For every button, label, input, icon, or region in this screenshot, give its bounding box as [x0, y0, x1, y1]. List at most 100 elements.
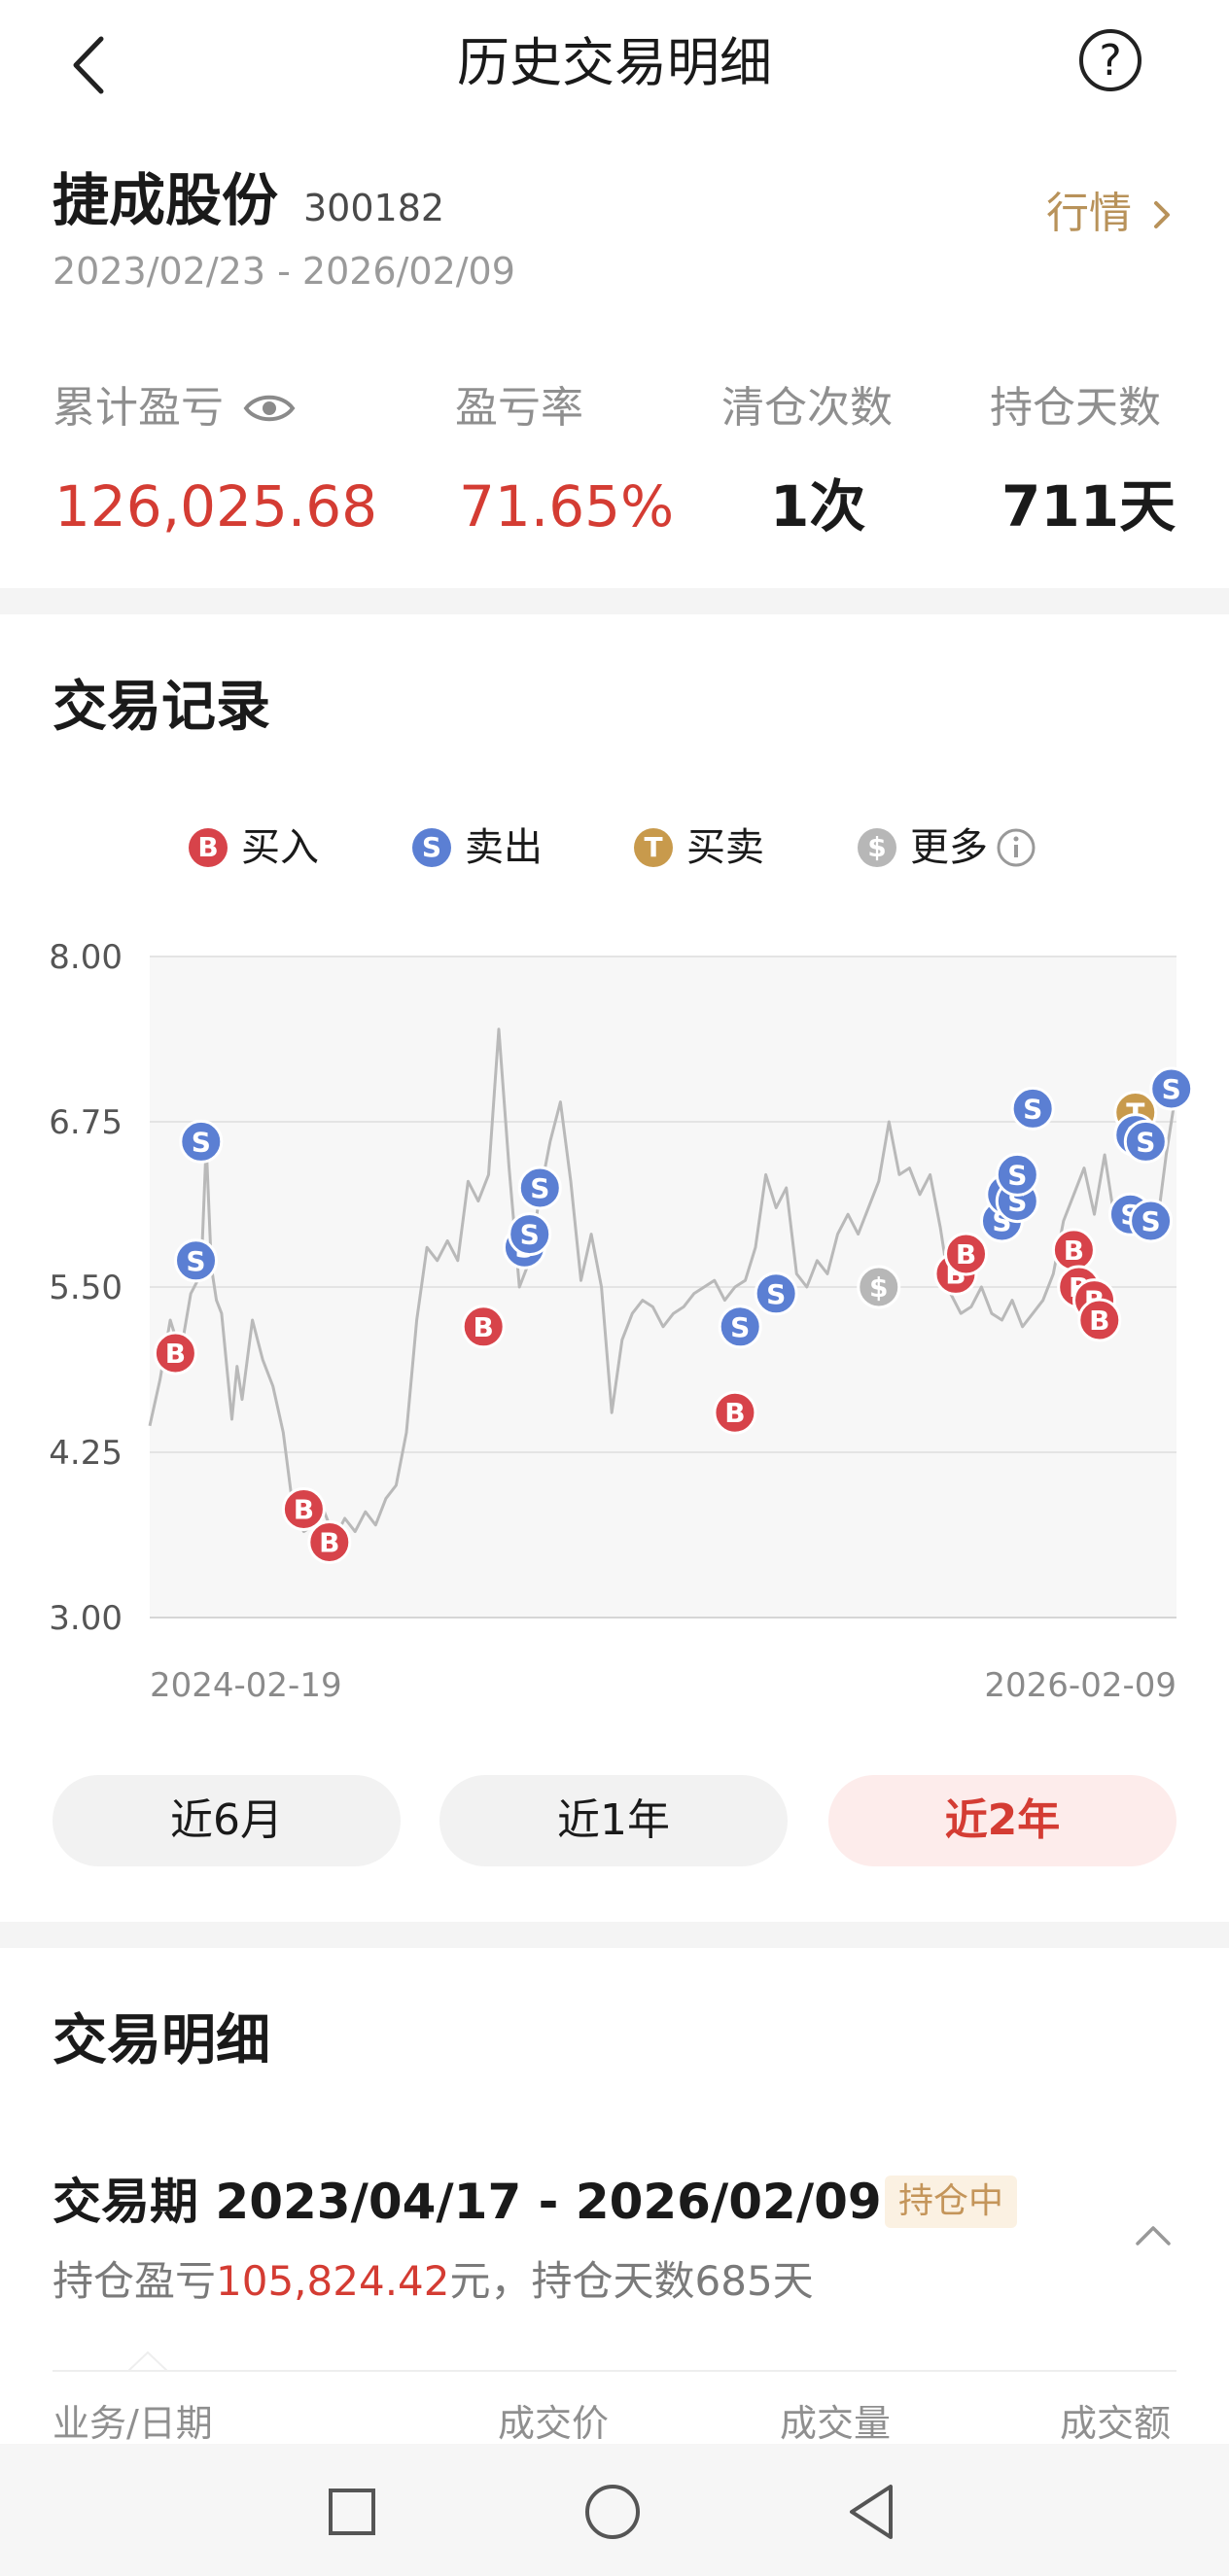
x-tick-label: 2026-02-09 — [984, 1666, 1176, 1699]
stat-label-total-pnl: 累计盈亏 — [53, 379, 296, 437]
summary-prefix: 持仓盈亏 — [53, 2257, 217, 2305]
sell-marker — [1149, 1066, 1194, 1111]
legend-buy: B 买入 — [189, 822, 319, 873]
y-tick-label: 4.25 — [49, 1434, 123, 1473]
sell-marker-label: S — [1141, 1205, 1161, 1237]
buy-marker — [281, 1486, 326, 1531]
legend-more[interactable]: $ 更多 — [858, 822, 1036, 873]
buy-marker — [944, 1232, 989, 1276]
help-icon[interactable]: ? — [1079, 29, 1141, 91]
buy-marker — [461, 1305, 506, 1349]
stat-value-clear-count: 1次 — [770, 473, 866, 540]
col-header-price: 成交价 — [498, 2402, 610, 2445]
col-header-amount: 成交额 — [1060, 2402, 1172, 2445]
status-badge: 持仓中 — [885, 2176, 1018, 2228]
circle-icon[interactable] — [581, 2481, 644, 2543]
y-tick-label: 6.75 — [49, 1103, 123, 1142]
chevron-left-icon[interactable] — [66, 31, 115, 99]
summary-value: 105,824.42 — [216, 2257, 450, 2305]
y-tick-label: 5.50 — [49, 1269, 123, 1307]
summary-card — [0, 131, 1229, 588]
divider — [53, 2370, 1176, 2372]
page-title: 历史交易明细 — [457, 32, 772, 93]
period-1y[interactable]: 近1年 — [439, 1775, 788, 1866]
legend-sell: S 卖出 — [412, 822, 543, 873]
buy-marker-label: B — [319, 1526, 339, 1558]
eye-icon[interactable] — [243, 391, 296, 426]
col-header-volume: 成交量 — [780, 2402, 892, 2445]
y-tick-label: 8.00 — [49, 938, 123, 977]
trade-period-title: 交易期 2023/04/17 - 2026/02/09 — [53, 2174, 882, 2230]
legend-trade-label: 买卖 — [686, 825, 764, 870]
x-tick-label: 2024-02-19 — [150, 1666, 342, 1699]
sell-marker-label: S — [192, 1126, 211, 1158]
sell-marker — [995, 1152, 1039, 1197]
sell-badge-icon: S — [412, 828, 451, 867]
legend-sell-label: 卖出 — [465, 825, 543, 870]
legend-trade: T 买卖 — [634, 822, 764, 873]
buy-marker-label: B — [1089, 1305, 1109, 1337]
sell-marker-label: S — [1007, 1159, 1027, 1191]
section-title-records: 交易记录 — [53, 676, 270, 739]
sell-marker — [179, 1119, 224, 1164]
market-link-label: 行情 — [1046, 189, 1132, 238]
pointer-notch — [128, 2350, 167, 2372]
more-marker — [857, 1265, 901, 1309]
stat-label-clear-count: 清仓次数 — [721, 383, 893, 433]
sell-marker — [1123, 1119, 1168, 1164]
period-2y[interactable]: 近2年 — [828, 1775, 1176, 1866]
buy-marker-label: B — [294, 1493, 314, 1525]
y-tick-label: 3.00 — [49, 1599, 123, 1638]
more-badge-icon: $ — [858, 828, 896, 867]
sell-marker — [508, 1212, 552, 1257]
sell-marker — [1129, 1199, 1174, 1243]
sell-marker-label: S — [1136, 1126, 1155, 1158]
legend-buy-label: 买入 — [241, 825, 319, 870]
buy-marker-label: B — [1064, 1235, 1084, 1267]
trade-period-summary: 持仓盈亏105,824.42元，持仓天数685天 — [53, 2253, 814, 2310]
info-icon[interactable] — [996, 827, 1036, 868]
legend-more-label: 更多 — [910, 825, 988, 870]
sell-marker — [718, 1305, 762, 1349]
sell-marker — [1010, 1086, 1055, 1131]
sell-marker-label: S — [186, 1245, 205, 1277]
buy-marker-label: B — [724, 1397, 745, 1429]
sell-marker-label: S — [766, 1278, 786, 1310]
app-header — [0, 0, 1229, 131]
buy-marker-label: B — [165, 1338, 186, 1370]
buy-marker — [1077, 1298, 1122, 1342]
sell-marker — [754, 1271, 798, 1316]
sell-marker — [517, 1166, 562, 1210]
system-nav-bar — [0, 2444, 1229, 2576]
stat-label-pnl-rate: 盈亏率 — [455, 383, 583, 433]
stat-label-hold-days: 持仓天数 — [990, 383, 1161, 433]
summary-suffix: 元，持仓天数685天 — [449, 2257, 814, 2305]
sell-marker — [174, 1238, 219, 1283]
buy-badge-icon: B — [189, 828, 228, 867]
stock-code: 300182 — [303, 187, 445, 229]
sell-marker-label: S — [1162, 1073, 1181, 1105]
section-title-detail: 交易明细 — [53, 2009, 270, 2072]
col-header-date: 业务/日期 — [53, 2402, 213, 2445]
stat-value-pnl-rate: 71.65% — [459, 473, 675, 540]
buy-marker — [713, 1390, 757, 1435]
sell-marker-label: S — [530, 1172, 549, 1204]
stat-value-total-pnl: 126,025.68 — [54, 473, 378, 540]
triangle-back-icon[interactable] — [842, 2481, 904, 2543]
trade-badge-icon: T — [634, 828, 673, 867]
market-link[interactable]: 行情 — [1046, 185, 1173, 243]
period-6m[interactable]: 近6月 — [53, 1775, 401, 1866]
price-chart[interactable]: 8.00 6.75 5.50 4.25 3.00 2024-02-19 2026-02-09… — [39, 931, 1215, 1699]
sell-marker-label: S — [1023, 1093, 1042, 1125]
stat-value-hold-days: 711天 — [1001, 473, 1176, 540]
buy-marker — [307, 1519, 352, 1564]
buy-marker — [153, 1331, 197, 1375]
date-range: 2023/02/23 - 2026/02/09 — [53, 250, 515, 293]
more-marker-label: $ — [869, 1271, 888, 1304]
square-icon[interactable] — [321, 2481, 383, 2543]
stock-name: 捷成股份 — [53, 167, 279, 233]
sell-marker-label: S — [520, 1219, 540, 1251]
buy-marker-label: B — [956, 1238, 976, 1271]
chevron-up-icon[interactable] — [1134, 2222, 1173, 2247]
sell-marker-label: S — [730, 1311, 750, 1343]
